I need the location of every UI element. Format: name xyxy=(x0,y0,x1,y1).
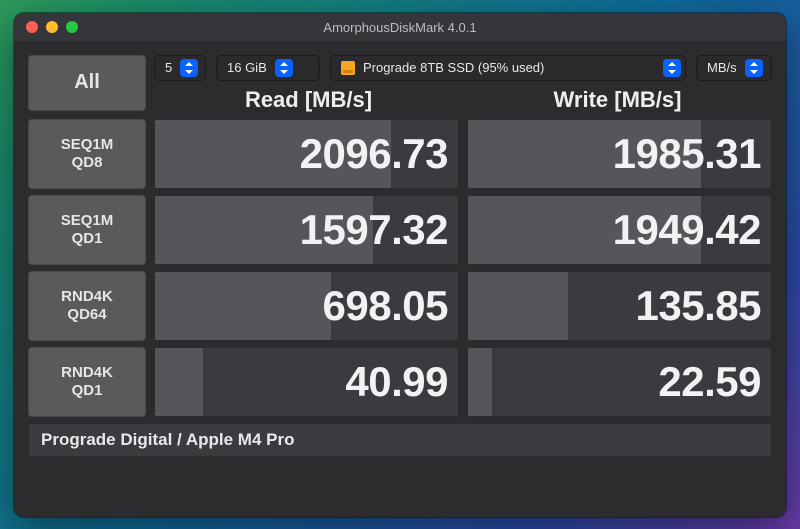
column-headers: Read [MB/s] Write [MB/s] xyxy=(154,87,772,113)
row-label-line2: QD1 xyxy=(72,382,103,399)
write-value: 1985.31 xyxy=(613,130,761,178)
result-row-rnd4k-qd1: RND4KQD1 40.99 22.59 xyxy=(28,347,772,417)
iterations-value: 5 xyxy=(165,60,172,75)
disk-icon xyxy=(341,61,355,75)
row-label-line2: QD1 xyxy=(72,230,103,247)
run-all-button[interactable]: All xyxy=(28,55,146,111)
test-size-select[interactable]: 16 GiB xyxy=(216,55,320,81)
read-value: 40.99 xyxy=(345,358,448,406)
read-value: 2096.73 xyxy=(300,130,448,178)
read-cell-rnd4k-qd64: 698.05 xyxy=(154,271,459,341)
row-label-line1: RND4K xyxy=(61,364,113,381)
unit-select[interactable]: MB/s xyxy=(696,55,772,81)
footer-text: Prograde Digital / Apple M4 Pro xyxy=(41,430,294,450)
result-row-seq1m-qd1: SEQ1MQD1 1597.32 1949.42 xyxy=(28,195,772,265)
result-row-rnd4k-qd64: RND4KQD64 698.05 135.85 xyxy=(28,271,772,341)
run-seq1m-qd1-button[interactable]: SEQ1MQD1 xyxy=(28,195,146,265)
read-bar xyxy=(155,348,203,416)
read-value: 1597.32 xyxy=(300,206,448,254)
stepper-icon xyxy=(745,59,763,77)
results-grid: SEQ1MQD82096.731985.31SEQ1MQD11597.32194… xyxy=(28,119,772,417)
top-row: All 5 16 GiB xyxy=(28,55,772,113)
write-cell-rnd4k-qd1: 22.59 xyxy=(467,347,772,417)
write-value: 22.59 xyxy=(658,358,761,406)
test-size-value: 16 GiB xyxy=(227,60,267,75)
volume-label: Prograde 8TB SSD (95% used) xyxy=(363,60,655,75)
stepper-icon xyxy=(180,59,198,77)
footer-note: Prograde Digital / Apple M4 Pro xyxy=(28,423,772,457)
write-bar xyxy=(468,272,568,340)
content: All 5 16 GiB xyxy=(14,43,786,517)
top-right-column: 5 16 GiB Prograde 8TB SSD (95% used xyxy=(154,55,772,113)
app-window: AmorphousDiskMark 4.0.1 All 5 16 GiB xyxy=(14,13,786,517)
row-label-line1: SEQ1M xyxy=(61,212,114,229)
unit-value: MB/s xyxy=(707,60,737,75)
volume-select[interactable]: Prograde 8TB SSD (95% used) xyxy=(330,55,686,81)
row-label-line1: RND4K xyxy=(61,288,113,305)
write-value: 135.85 xyxy=(636,282,761,330)
read-value: 698.05 xyxy=(323,282,448,330)
minimize-icon[interactable] xyxy=(46,21,58,33)
row-label-line2: QD8 xyxy=(72,154,103,171)
result-row-seq1m-qd8: SEQ1MQD8 2096.73 1985.31 xyxy=(28,119,772,189)
iterations-select[interactable]: 5 xyxy=(154,55,206,81)
write-bar xyxy=(468,348,492,416)
titlebar[interactable]: AmorphousDiskMark 4.0.1 xyxy=(14,13,786,43)
zoom-icon[interactable] xyxy=(66,21,78,33)
read-cell-seq1m-qd1: 1597.32 xyxy=(154,195,459,265)
write-cell-rnd4k-qd64: 135.85 xyxy=(467,271,772,341)
write-cell-seq1m-qd8: 1985.31 xyxy=(467,119,772,189)
run-rnd4k-qd64-button[interactable]: RND4KQD64 xyxy=(28,271,146,341)
stepper-icon xyxy=(275,59,293,77)
row-label-line1: SEQ1M xyxy=(61,136,114,153)
stepper-icon xyxy=(663,59,681,77)
write-cell-seq1m-qd1: 1949.42 xyxy=(467,195,772,265)
write-value: 1949.42 xyxy=(613,206,761,254)
row-label-line2: QD64 xyxy=(67,306,106,323)
header-write: Write [MB/s] xyxy=(463,87,772,113)
read-cell-rnd4k-qd1: 40.99 xyxy=(154,347,459,417)
window-title: AmorphousDiskMark 4.0.1 xyxy=(14,20,786,35)
run-seq1m-qd8-button[interactable]: SEQ1MQD8 xyxy=(28,119,146,189)
read-bar xyxy=(155,272,331,340)
traffic-lights xyxy=(14,21,78,33)
close-icon[interactable] xyxy=(26,21,38,33)
selector-row: 5 16 GiB Prograde 8TB SSD (95% used xyxy=(154,55,772,81)
header-read: Read [MB/s] xyxy=(154,87,463,113)
read-cell-seq1m-qd8: 2096.73 xyxy=(154,119,459,189)
run-rnd4k-qd1-button[interactable]: RND4KQD1 xyxy=(28,347,146,417)
